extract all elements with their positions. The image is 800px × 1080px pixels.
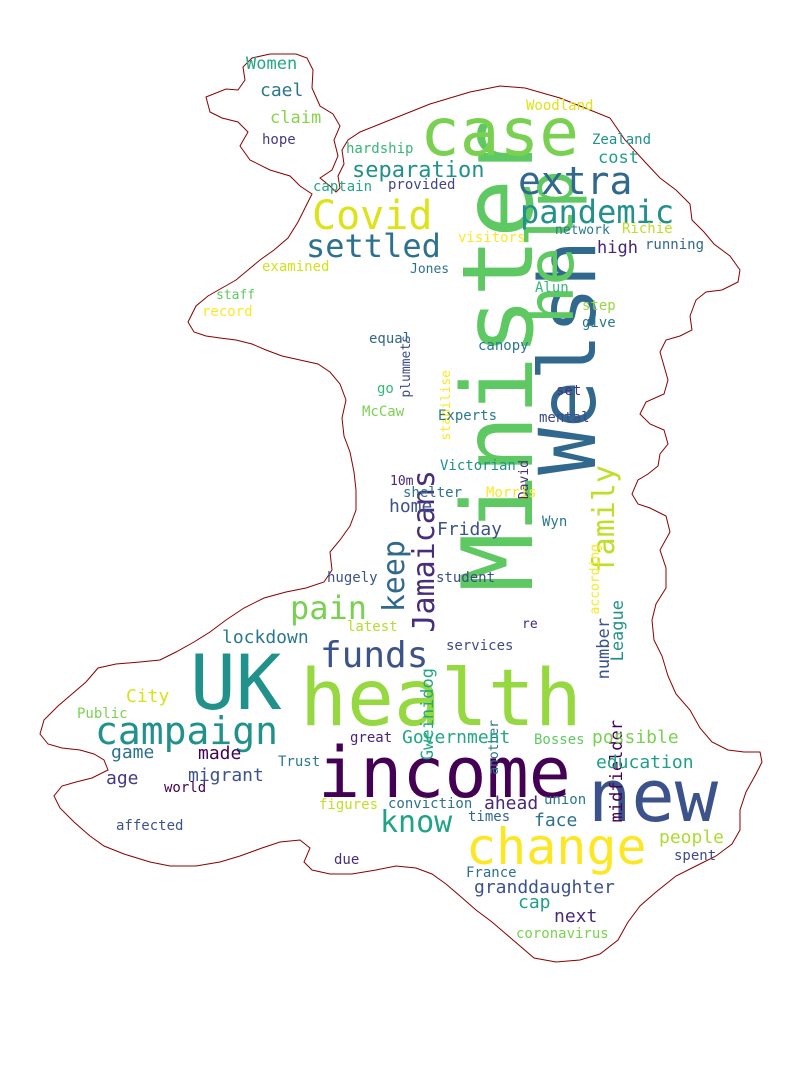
- word-set: set: [556, 383, 582, 399]
- word-cael: cael: [260, 80, 304, 101]
- word-home: home: [389, 496, 433, 517]
- word-covid: Covid: [312, 193, 433, 239]
- word-experts: Experts: [438, 408, 498, 424]
- word-mental: mental: [539, 410, 590, 426]
- word-according: according: [588, 544, 603, 615]
- word-game: game: [111, 742, 155, 763]
- word-pandemic: pandemic: [520, 193, 675, 231]
- word-claim: claim: [270, 108, 322, 128]
- word-trust: Trust: [278, 754, 321, 770]
- word-morris: Morris: [486, 485, 537, 501]
- word-public: Public: [77, 706, 128, 722]
- word-due: due: [334, 852, 360, 868]
- word-case: case: [420, 94, 579, 171]
- word-bosses: Bosses: [534, 732, 585, 748]
- word-alun: Alun: [535, 280, 569, 296]
- word-network: network: [555, 223, 610, 238]
- word-record: record: [202, 304, 253, 320]
- word-figures: figures: [319, 797, 379, 813]
- word-services: services: [446, 638, 514, 654]
- word-times: times: [468, 809, 511, 825]
- word-number: number: [594, 618, 614, 680]
- word-student: student: [436, 570, 496, 586]
- word-woodland: Woodland: [526, 98, 594, 114]
- word-cost: cost: [598, 148, 639, 168]
- word-spent: spent: [674, 848, 717, 864]
- word-know: know: [380, 805, 453, 840]
- word-go: go: [377, 381, 394, 397]
- word-running: running: [645, 237, 705, 253]
- word-coronavirus: coronavirus: [516, 926, 609, 942]
- word-affected: affected: [116, 818, 184, 834]
- word-new: new: [588, 754, 719, 838]
- word-possible: possible: [592, 727, 679, 748]
- word-stabilise: stabilise: [439, 370, 454, 441]
- word-face: face: [534, 810, 578, 831]
- word-funds: funds: [320, 635, 429, 676]
- word-examined: examined: [262, 259, 330, 275]
- word-people: people: [659, 827, 725, 848]
- word-latest: latest: [347, 619, 398, 635]
- word-friday: Friday: [437, 519, 503, 540]
- word-great: great: [350, 730, 393, 746]
- word-jones: Jones: [410, 262, 450, 277]
- word-equal: equal: [369, 331, 412, 347]
- word-next: next: [554, 906, 598, 927]
- word-zealand: Zealand: [592, 132, 652, 148]
- word-change: change: [466, 818, 647, 876]
- word-migrant: migrant: [188, 765, 264, 786]
- word-shelter: shelter: [403, 485, 463, 501]
- word-richie: Richie: [622, 221, 673, 237]
- word-mccaw: McCaw: [362, 404, 405, 420]
- word-world: world: [164, 780, 207, 796]
- word-captain: captain: [313, 179, 373, 195]
- word-hugely: hugely: [327, 570, 378, 586]
- word-made: made: [198, 743, 242, 764]
- word-age: age: [106, 768, 139, 789]
- word-income: income: [318, 732, 571, 814]
- word-city: City: [126, 686, 170, 707]
- word-settled: settled: [306, 227, 441, 265]
- word-women: Women: [246, 54, 298, 74]
- word-education: education: [596, 752, 694, 773]
- word-government: Government: [402, 727, 511, 748]
- word-uk: UK: [190, 638, 282, 727]
- word-extra: extra: [518, 159, 633, 203]
- word-union: union: [544, 792, 587, 808]
- word-lockdown: lockdown: [222, 627, 309, 648]
- word-hope: hope: [262, 132, 296, 148]
- word-health: health: [300, 654, 582, 744]
- word-hardship: hardship: [346, 141, 414, 157]
- word-staff: staff: [216, 288, 256, 303]
- word-separation: separation: [352, 158, 485, 183]
- word-visitors: visitors: [458, 230, 526, 246]
- word-campaign: campaign: [95, 709, 279, 753]
- word-provided: provided: [388, 177, 456, 193]
- word-10m: 10m: [390, 474, 414, 489]
- word-conviction: conviction: [388, 796, 473, 812]
- word-pain: pain: [290, 589, 368, 627]
- word-wyn: Wyn: [542, 514, 568, 530]
- word-re: re: [522, 617, 538, 632]
- word-give: give: [582, 315, 616, 331]
- word-ahead: ahead: [484, 793, 539, 814]
- word-step: step: [582, 298, 616, 314]
- word-cap: cap: [518, 892, 551, 913]
- word-victorian: Victorian: [440, 458, 516, 474]
- word-france: France: [466, 865, 517, 881]
- word-high: high: [597, 238, 638, 258]
- word-canopy: canopy: [478, 338, 529, 354]
- word-granddaughter: granddaughter: [474, 877, 615, 898]
- word-keep: keep: [377, 540, 412, 613]
